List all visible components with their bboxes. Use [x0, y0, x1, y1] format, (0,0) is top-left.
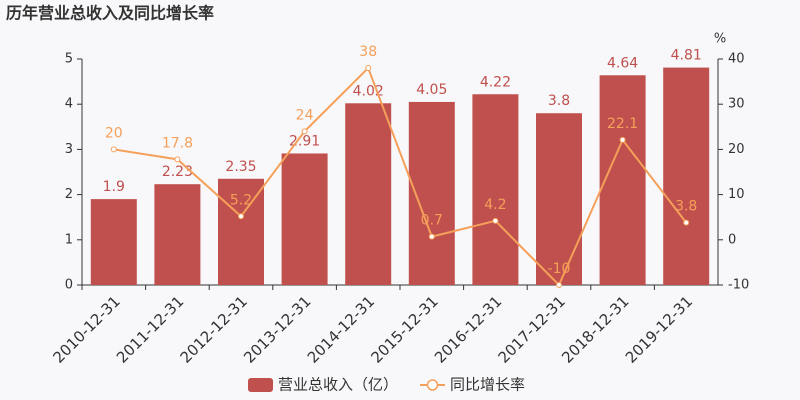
y2-tick-label: -10	[728, 278, 749, 293]
line-label: 17.8	[162, 135, 193, 151]
line-label: 20	[105, 125, 123, 141]
bar-label: 2.91	[289, 133, 320, 149]
line-label: 24	[296, 107, 314, 123]
bar	[599, 75, 646, 285]
bar	[663, 67, 710, 285]
bar-label: 1.9	[103, 179, 125, 195]
line-point	[492, 217, 499, 224]
legend-swatch	[248, 378, 273, 392]
bar-label: 4.64	[607, 55, 638, 71]
bar-label: 2.35	[225, 159, 256, 175]
bar	[472, 94, 519, 285]
y-tick-label: 2	[65, 187, 73, 202]
y-tick-label: 5	[65, 52, 73, 67]
y2-tick-label: 0	[728, 232, 736, 247]
line-point	[301, 128, 308, 135]
line-point	[556, 282, 562, 288]
line-label: 4.2	[484, 197, 506, 213]
y2-tick-label: 20	[728, 142, 745, 157]
bar	[536, 113, 582, 286]
legend-label: 营业总收入（亿）	[278, 376, 398, 394]
bar-label: 4.81	[671, 48, 702, 64]
y-tick-label: 4	[65, 97, 73, 112]
line-label: 3.8	[675, 199, 697, 215]
bar	[345, 103, 392, 286]
line-label: 0.7	[421, 213, 443, 229]
y2-tick-label: 30	[728, 97, 745, 112]
bar-label: 4.22	[480, 74, 511, 90]
y2-tick-label: 40	[728, 52, 745, 67]
bar	[90, 199, 137, 285]
y-tick-label: 3	[65, 142, 73, 157]
bar-label: 2.23	[162, 164, 193, 180]
bar	[281, 153, 328, 285]
line-point	[110, 146, 117, 153]
bar-label: 4.05	[416, 82, 447, 98]
y-tick-label: 0	[65, 278, 73, 293]
line-label: -10	[548, 261, 571, 277]
chart-title: 历年营业总收入及同比增长率	[6, 4, 214, 23]
legend-label: 同比增长率	[450, 376, 525, 394]
line-label: 38	[359, 44, 377, 60]
line-point	[174, 156, 181, 163]
bar	[154, 184, 201, 285]
line-point	[619, 136, 626, 143]
line-point	[683, 219, 690, 226]
line-point	[428, 233, 435, 240]
line	[113, 66, 687, 287]
y2-tick-label: 10	[728, 187, 745, 202]
line-point	[365, 65, 372, 72]
y-tick-label: 1	[65, 232, 73, 247]
y2-unit: %	[714, 32, 726, 47]
line-label: 22.1	[607, 116, 638, 132]
bar-label: 3.8	[548, 93, 570, 109]
legend-swatch-point	[426, 379, 439, 391]
line-label: 5.2	[230, 192, 252, 208]
line-point	[238, 213, 244, 220]
